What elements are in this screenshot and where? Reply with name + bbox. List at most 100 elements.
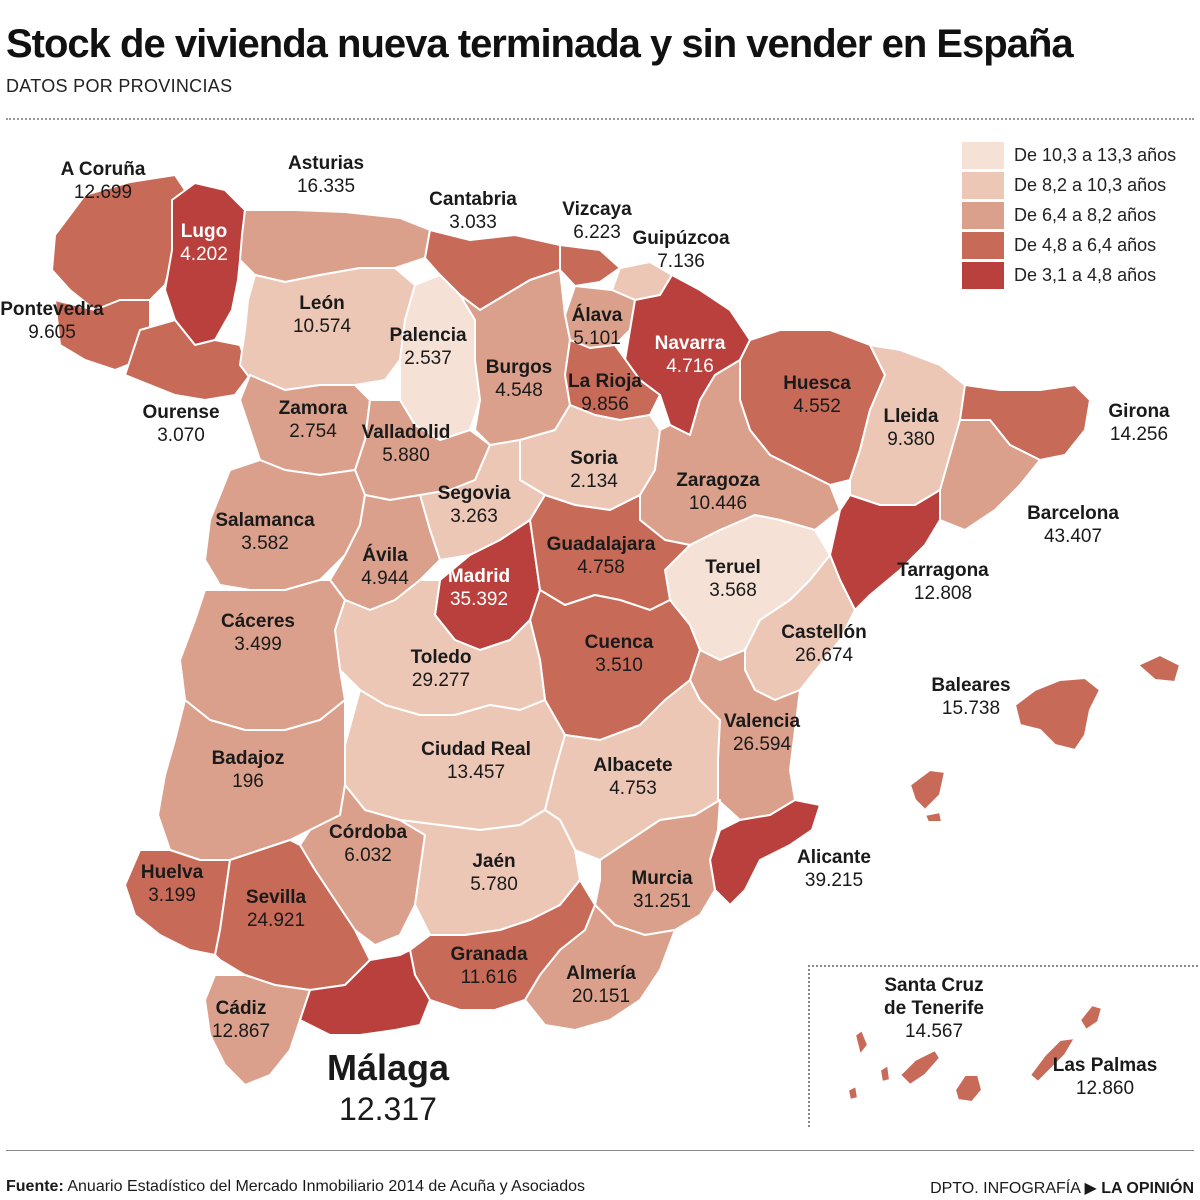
label-pontevedra: Pontevedra 9.605	[0, 298, 103, 344]
label-zamora: Zamora 2.754	[279, 397, 348, 443]
province-value: 10.574	[292, 316, 352, 338]
province-name: Lugo	[180, 221, 228, 242]
source-label: Fuente:	[6, 1178, 64, 1195]
province-value: 26.674	[794, 645, 854, 667]
province-santa-cruz-island-3	[847, 1085, 859, 1101]
province-value: 14.567	[904, 1021, 964, 1043]
label-alicante: Alicante 39.215	[797, 846, 871, 892]
province-name: Málaga	[326, 1047, 450, 1088]
province-value: 12.860	[1075, 1078, 1135, 1100]
publisher-credit: DPTO. INFOGRAFÍA ▶ LA OPINIÓN	[930, 1178, 1194, 1198]
label-cuenca: Cuenca 3.510	[585, 631, 654, 677]
province-las-palmas-fuerteventura	[1029, 1037, 1076, 1083]
province-value: 4.202	[180, 244, 228, 266]
province-value: 9.605	[28, 322, 76, 344]
province-name: Cáceres	[221, 611, 295, 632]
province-name: Castellón	[781, 622, 867, 643]
label-guadalajara: Guadalajara 4.758	[547, 533, 656, 579]
label-ciudad-real: Ciudad Real 13.457	[421, 738, 531, 784]
label-badajoz: Badajoz 196	[212, 747, 285, 793]
province-value: 12.867	[211, 1021, 271, 1043]
label-valencia: Valencia 26.594	[724, 710, 800, 756]
province-name: Baleares	[931, 675, 1011, 696]
province-name: Pontevedra	[0, 299, 104, 320]
province-name: Lleida	[883, 406, 939, 427]
province-name: Alicante	[797, 847, 871, 868]
label-cadiz: Cádiz 12.867	[212, 997, 270, 1043]
province-asturias	[239, 209, 431, 283]
legend-swatch	[962, 171, 1004, 199]
province-value: 6.223	[573, 222, 621, 244]
label-asturias: Asturias 16.335	[288, 152, 364, 198]
legend-swatch	[962, 231, 1004, 259]
canary-islands-inset-frame	[808, 965, 1200, 1127]
province-value: 11.616	[460, 967, 518, 989]
province-value: 4.552	[793, 396, 841, 418]
page-title: Stock de vivienda nueva terminada y sin …	[6, 22, 1074, 66]
page-subtitle: DATOS POR PROVINCIAS	[6, 76, 233, 96]
province-name: Guipúzcoa	[632, 228, 730, 249]
dept-label: DPTO. INFOGRAFÍA	[930, 1180, 1081, 1197]
province-value: 5.101	[573, 328, 621, 350]
province-value: 14.256	[1109, 424, 1169, 446]
label-murcia: Murcia 31.251	[631, 867, 692, 913]
province-value: 13.457	[446, 762, 506, 784]
label-soria: Soria 2.134	[570, 447, 618, 493]
label-valladolid: Valladolid 5.880	[362, 421, 451, 467]
label-tarragona: Tarragona 12.808	[897, 559, 989, 605]
province-value: 4.758	[577, 557, 625, 579]
province-name: Salamanca	[215, 510, 315, 531]
province-name: Ciudad Real	[421, 739, 531, 760]
province-lugo	[164, 182, 246, 346]
province-value: 6.032	[344, 845, 392, 867]
province-almeria	[524, 904, 676, 1031]
province-santa-cruz-island-1	[854, 1029, 869, 1056]
province-value: 31.251	[632, 891, 692, 913]
legend-item: De 8,2 a 10,3 años	[962, 170, 1176, 200]
province-name: Zamora	[278, 398, 348, 419]
province-name: A Coruña	[60, 159, 146, 180]
province-name: Valencia	[723, 711, 801, 732]
label-cordoba: Córdoba 6.032	[329, 821, 407, 867]
province-baleares-menorca	[1137, 654, 1181, 683]
legend-swatch	[962, 261, 1004, 289]
label-segovia: Segovia 3.263	[438, 482, 511, 528]
province-value: 4.716	[666, 356, 714, 378]
province-value: 12.699	[73, 182, 133, 204]
label-lugo: Lugo 4.202	[180, 220, 228, 266]
province-las-palmas-lanzarote	[1079, 1004, 1103, 1031]
province-value: 3.499	[234, 634, 282, 656]
label-salamanca: Salamanca 3.582	[215, 509, 314, 555]
label-granada: Granada 11.616	[450, 943, 527, 989]
province-santa-cruz-island-2	[879, 1064, 891, 1083]
province-name: Córdoba	[328, 822, 408, 843]
legend-swatch	[962, 141, 1004, 169]
label-a-coruna: A Coruña 12.699	[61, 158, 146, 204]
province-name: Huesca	[783, 373, 851, 394]
province-value: 196	[232, 771, 264, 793]
province-value: 39.215	[804, 870, 864, 892]
label-santa-cruz-de-tenerife: Santa Cruz de Tenerife 14.567	[884, 974, 984, 1044]
province-name: Sevilla	[245, 887, 307, 908]
province-name: Las Palmas	[1052, 1055, 1158, 1076]
province-value: 3.582	[241, 533, 289, 555]
province-santa-cruz-tenerife	[899, 1049, 941, 1086]
province-name: Guadalajara	[546, 534, 656, 555]
label-burgos: Burgos 4.548	[486, 356, 553, 402]
province-murcia	[594, 799, 721, 936]
label-malaga: Málaga 12.317	[327, 1046, 449, 1129]
label-guipuzcoa: Guipúzcoa 7.136	[632, 227, 729, 273]
province-name: Toledo	[410, 647, 472, 668]
province-value: 5.880	[382, 445, 430, 467]
province-name: Madrid	[447, 566, 511, 587]
province-name: La Rioja	[568, 371, 642, 392]
province-value: 4.944	[361, 568, 409, 590]
province-name: Valladolid	[361, 422, 451, 443]
province-value: 35.392	[449, 589, 509, 611]
label-avila: Ávila 4.944	[361, 544, 409, 590]
province-name: Asturias	[287, 153, 365, 174]
label-alava: Álava 5.101	[572, 304, 623, 350]
province-name: Soria	[570, 448, 618, 469]
label-madrid: Madrid 35.392	[448, 565, 510, 611]
legend-item: De 6,4 a 8,2 años	[962, 200, 1176, 230]
